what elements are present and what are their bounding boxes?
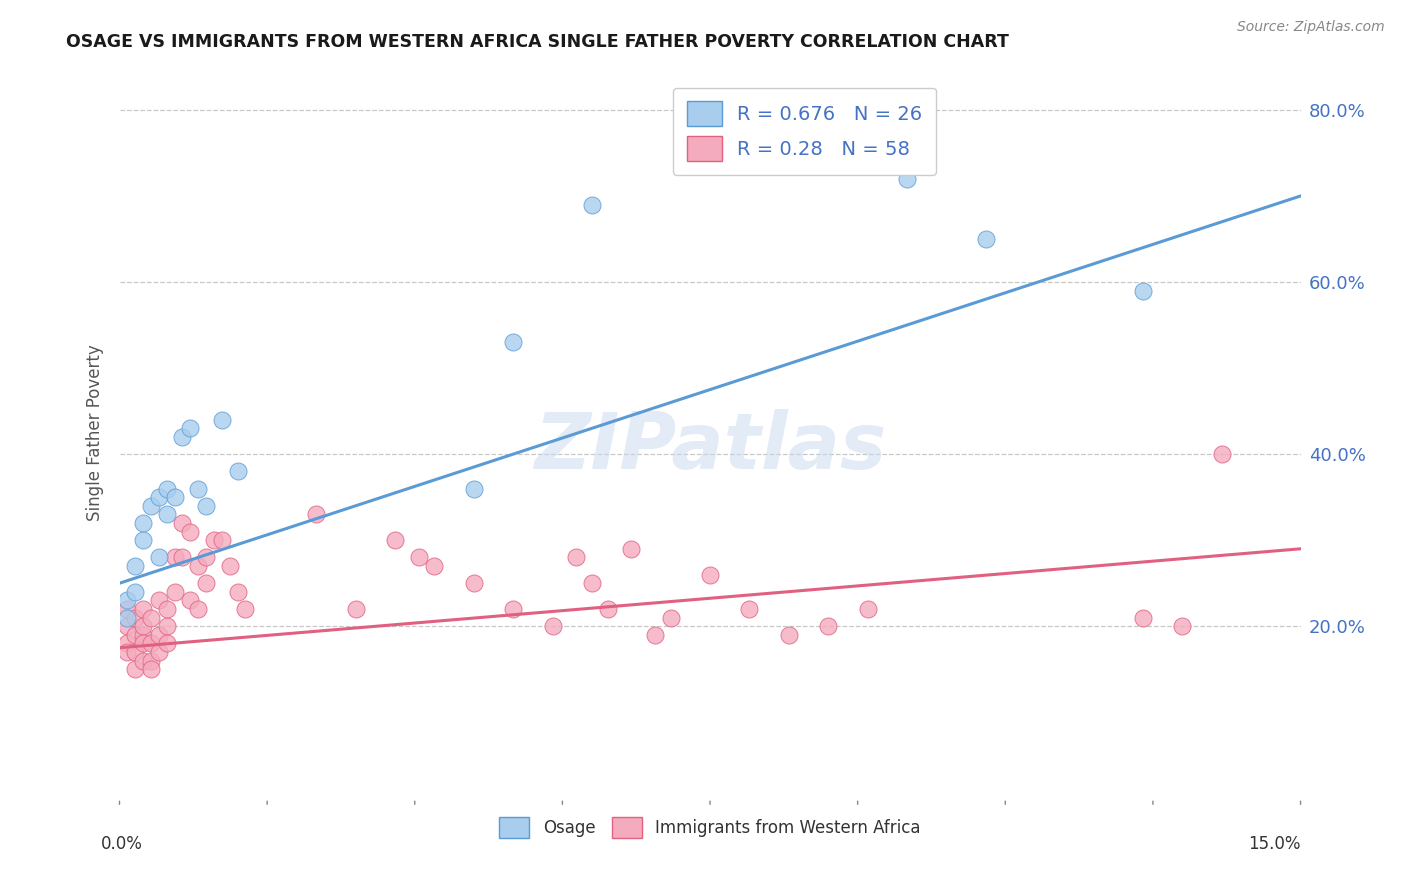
Point [226, 464, 249, 478]
Point [344, 602, 367, 616]
Point [132, 516, 155, 530]
Point [596, 602, 619, 616]
Point [659, 610, 682, 624]
Point [117, 602, 139, 616]
Point [156, 619, 179, 633]
Point [148, 593, 170, 607]
Point [581, 197, 603, 211]
Point [156, 602, 179, 616]
Point [856, 128, 879, 143]
Point [896, 171, 918, 186]
Point [187, 602, 209, 616]
Point [463, 482, 485, 496]
Point [187, 559, 209, 574]
Point [124, 628, 146, 642]
Point [195, 576, 218, 591]
Point [132, 628, 155, 642]
Point [202, 533, 225, 548]
Point [974, 232, 997, 246]
Point [541, 619, 564, 633]
Text: OSAGE VS IMMIGRANTS FROM WESTERN AFRICA SINGLE FATHER POVERTY CORRELATION CHART: OSAGE VS IMMIGRANTS FROM WESTERN AFRICA … [66, 34, 1010, 52]
Point [148, 490, 170, 504]
Point [132, 636, 155, 650]
Text: Source: ZipAtlas.com: Source: ZipAtlas.com [1237, 20, 1385, 34]
Point [778, 628, 800, 642]
Point [124, 662, 146, 676]
Point [139, 654, 162, 668]
Point [408, 550, 430, 565]
Point [124, 645, 146, 659]
Point [187, 482, 209, 496]
Point [148, 550, 170, 565]
Point [172, 430, 194, 444]
Point [817, 619, 839, 633]
Point [139, 636, 162, 650]
Point [211, 413, 233, 427]
Point [179, 524, 201, 539]
Point [132, 602, 155, 616]
Point [1211, 447, 1233, 461]
Point [502, 335, 524, 350]
Point [139, 499, 162, 513]
Point [1132, 610, 1154, 624]
Point [211, 533, 233, 548]
Point [218, 559, 240, 574]
Point [117, 610, 139, 624]
Point [132, 533, 155, 548]
Point [423, 559, 446, 574]
Point [132, 654, 155, 668]
Point [132, 619, 155, 633]
Point [124, 559, 146, 574]
Point [124, 584, 146, 599]
Point [195, 550, 218, 565]
Point [738, 602, 761, 616]
Point [156, 636, 179, 650]
Point [163, 550, 186, 565]
Text: 0.0%: 0.0% [101, 835, 143, 853]
Point [148, 645, 170, 659]
Text: ZIPatlas: ZIPatlas [534, 409, 886, 485]
Point [117, 636, 139, 650]
Point [117, 619, 139, 633]
Point [117, 645, 139, 659]
Y-axis label: Single Father Poverty: Single Father Poverty [86, 344, 104, 521]
Point [156, 508, 179, 522]
Point [1171, 619, 1194, 633]
Point [139, 610, 162, 624]
Point [156, 482, 179, 496]
Point [384, 533, 406, 548]
Point [620, 541, 643, 556]
Point [565, 550, 588, 565]
Point [172, 550, 194, 565]
Point [163, 584, 186, 599]
Point [502, 602, 524, 616]
Point [581, 576, 603, 591]
Point [1132, 284, 1154, 298]
Point [148, 628, 170, 642]
Point [179, 421, 201, 435]
Point [163, 490, 186, 504]
Point [226, 584, 249, 599]
Point [856, 602, 879, 616]
Point [195, 499, 218, 513]
Point [172, 516, 194, 530]
Point [139, 662, 162, 676]
Legend: Osage, Immigrants from Western Africa: Osage, Immigrants from Western Africa [492, 810, 928, 845]
Point [179, 593, 201, 607]
Point [235, 602, 257, 616]
Point [801, 154, 824, 169]
Text: 15.0%: 15.0% [1249, 835, 1301, 853]
Point [463, 576, 485, 591]
Point [699, 567, 721, 582]
Point [305, 508, 328, 522]
Point [117, 593, 139, 607]
Point [644, 628, 666, 642]
Point [124, 610, 146, 624]
